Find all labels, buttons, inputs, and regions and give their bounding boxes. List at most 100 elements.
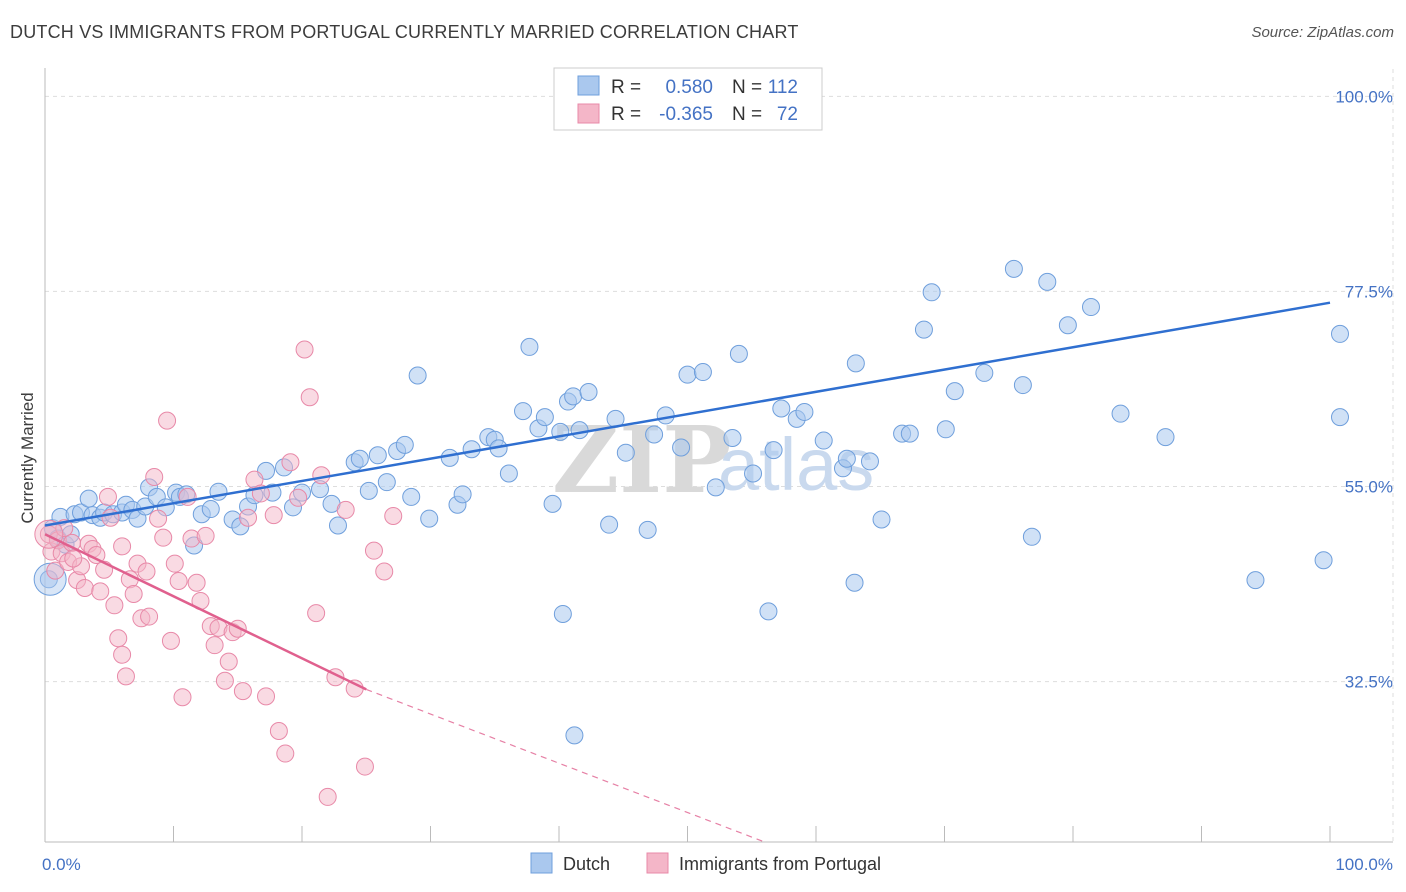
portugal-point <box>101 508 120 527</box>
y-tick-label-2: 55.0% <box>1345 478 1393 497</box>
dutch-point <box>453 485 472 504</box>
portugal-point <box>355 757 374 776</box>
dutch-point <box>638 520 657 539</box>
dutch-point <box>1331 324 1349 343</box>
bottom-legend-swatch-dutch <box>530 852 553 874</box>
legend-n-value-dutch: 112 <box>768 77 798 98</box>
portugal-point <box>384 506 403 525</box>
portugal-point <box>219 652 238 671</box>
portugal-point <box>113 645 132 664</box>
dutch-point <box>872 510 891 529</box>
portugal-trend-line <box>44 533 367 691</box>
dutch-point <box>945 382 964 401</box>
dutch-point <box>543 494 562 513</box>
dutch-point <box>837 449 856 468</box>
legend-r-label-dutch: R = <box>611 77 641 98</box>
dutch-point <box>936 420 955 439</box>
dutch-trend-line <box>44 301 1331 527</box>
dutch-point <box>535 408 554 427</box>
portugal-point <box>318 787 337 806</box>
y-tick-label-1: 77.5% <box>1345 282 1393 301</box>
legend-n-label-portugal: N = <box>732 104 762 125</box>
portugal-point <box>233 682 252 701</box>
y-axis-title: Currently Married <box>18 392 37 523</box>
dutch-point <box>772 399 791 418</box>
portugal-point <box>145 467 164 486</box>
portugal-point <box>113 537 132 556</box>
portugal-point <box>187 573 206 592</box>
portugal-point <box>91 582 110 601</box>
axis-layer <box>44 68 1393 843</box>
tick-labels: 100.0% 77.5% 55.0% 32.5% 0.0% 100.0% <box>42 87 1393 874</box>
dutch-point <box>764 441 783 460</box>
legend-swatch-dutch <box>577 75 600 96</box>
dutch-point <box>440 448 459 467</box>
stats-legend: R = 0.580 N = 112 R = -0.365 N = 72 <box>553 67 823 131</box>
legend-swatch-portugal <box>577 103 600 124</box>
dutch-point <box>860 452 879 471</box>
dutch-point <box>975 363 994 382</box>
portugal-point <box>205 636 224 655</box>
portugal-point <box>215 671 234 690</box>
portugal-point <box>300 388 319 407</box>
dutch-point <box>579 383 598 402</box>
dutch-point <box>693 363 712 382</box>
portugal-point <box>154 528 173 547</box>
portugal-point <box>105 596 124 615</box>
portugal-point <box>169 572 188 591</box>
dutch-point <box>922 283 941 302</box>
portugal-point <box>173 688 192 707</box>
dutch-point <box>350 449 369 468</box>
portugal-point <box>109 629 128 648</box>
x-tick-label-1: 100.0% <box>1335 855 1393 874</box>
portugal-point <box>307 604 326 623</box>
legend-r-value-portugal: -0.365 <box>659 104 713 125</box>
legend-r-label-portugal: R = <box>611 104 641 125</box>
dutch-point <box>1058 316 1077 335</box>
portugal-point <box>116 667 135 686</box>
dutch-point <box>672 438 691 457</box>
dutch-point <box>1038 272 1057 291</box>
dutch-point <box>359 481 378 500</box>
y-tick-label-3: 32.5% <box>1345 673 1393 692</box>
dutch-point <box>201 500 220 519</box>
portugal-point <box>137 562 156 581</box>
dutch-point <box>1111 404 1130 423</box>
dutch-point <box>729 344 748 363</box>
portugal-trend-extension <box>366 688 765 843</box>
dutch-point <box>616 443 635 462</box>
portugal-point <box>281 453 300 472</box>
dutch-point <box>723 428 742 447</box>
portugal-point <box>239 508 258 527</box>
portugal-point <box>269 722 288 741</box>
portugal-point <box>98 487 117 506</box>
portugal-point <box>257 687 276 706</box>
legend-n-label-dutch: N = <box>732 77 762 98</box>
dutch-point <box>462 440 481 459</box>
portugal-point <box>312 466 331 485</box>
y-tick-label-0: 100.0% <box>1335 87 1393 106</box>
dutch-point <box>553 604 572 623</box>
dutch-point <box>395 435 414 454</box>
dutch-point <box>759 602 778 621</box>
dutch-point <box>600 515 619 534</box>
dutch-point <box>377 473 396 492</box>
portugal-point <box>75 578 94 597</box>
dutch-point <box>420 509 439 528</box>
dutch-point <box>900 424 919 443</box>
portugal-point <box>264 506 283 525</box>
dutch-point <box>1004 259 1023 278</box>
dutch-point <box>1314 551 1333 570</box>
dutch-point <box>814 431 833 450</box>
portugal-point <box>295 340 314 359</box>
portugal-point <box>364 541 383 560</box>
dutch-point <box>678 365 697 384</box>
portugal-point <box>375 562 394 581</box>
dutch-point <box>846 354 865 373</box>
chart-title: DUTCH VS IMMIGRANTS FROM PORTUGAL CURREN… <box>10 22 799 42</box>
dutch-point <box>744 464 763 483</box>
watermark: ZIP atlas <box>552 406 874 514</box>
dutch-point <box>520 337 539 356</box>
dutch-point <box>328 516 347 535</box>
dutch-point <box>656 406 675 425</box>
